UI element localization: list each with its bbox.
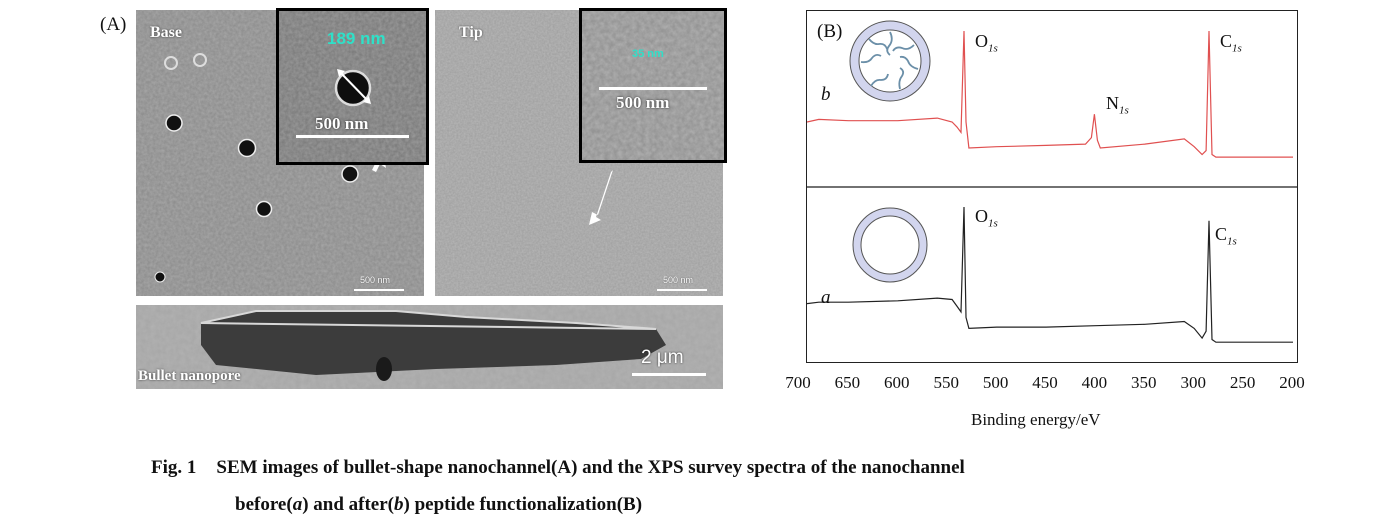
- x-tick-label: 700: [785, 373, 811, 392]
- caption-line-2: before(a) and after(b) peptide functiona…: [235, 494, 643, 515]
- base-scale-text: 500 nm: [360, 275, 391, 285]
- xps-frame: (B) b a O1s N1s C1s O1s C1s: [806, 10, 1298, 363]
- functionalized-channel-icon: [849, 20, 931, 102]
- x-tick-label: 350: [1131, 373, 1157, 392]
- cross-section-texture: [136, 305, 723, 389]
- base-scale-bar: [354, 289, 404, 291]
- tip-scale-bar: [657, 289, 707, 291]
- base-inset-scale-text: 500 nm: [315, 114, 369, 133]
- curve-b-label: b: [821, 84, 831, 105]
- peak-b-c1s: C1s: [1220, 31, 1242, 55]
- x-tick-label: 650: [834, 373, 861, 392]
- xps-plot: [806, 20, 1297, 343]
- base-inset-size: 189 nm: [327, 29, 386, 48]
- xps-curve-b: [806, 30, 1293, 158]
- tip-inset: 35 nm 500 nm: [579, 8, 727, 163]
- cross-section-scale-text: 2 μm: [641, 347, 684, 368]
- tip-inset-texture: [582, 11, 724, 160]
- caption-line-1: Fig. 1 SEM images of bullet-shape nanocha…: [151, 457, 965, 479]
- cross-section-label: Bullet nanopore: [138, 368, 241, 384]
- tip-inset-scale-bar: [599, 87, 707, 90]
- caption-text-1: SEM images of bullet-shape nanochannel(A…: [216, 457, 965, 478]
- x-tick-label: 300: [1180, 373, 1206, 392]
- base-inset: 189 nm 500 nm: [276, 8, 429, 165]
- caption-fig-number: Fig. 1: [151, 457, 197, 478]
- x-tick-label: 550: [933, 373, 959, 392]
- base-inset-scale-bar: [296, 135, 409, 138]
- xps-curve-a: [806, 206, 1293, 343]
- peak-b-n1s: N1s: [1106, 93, 1129, 117]
- tip-inset-scale-text: 500 nm: [616, 93, 670, 112]
- base-label: Base: [150, 24, 182, 41]
- cross-section-scale-bar: [632, 373, 706, 376]
- curve-a-label: a: [821, 287, 831, 308]
- tip-label: Tip: [459, 24, 483, 41]
- x-tick-label: 450: [1032, 373, 1058, 392]
- x-tick-label: 500: [982, 373, 1009, 392]
- panel-a-label: (A): [100, 14, 127, 35]
- peak-a-o1s: O1s: [975, 206, 998, 230]
- panel-b-label: (B): [817, 21, 843, 42]
- peak-a-c1s: C1s: [1215, 224, 1237, 248]
- x-tick-label: 600: [884, 373, 910, 392]
- sem-cross-section: Bullet nanopore 2 μm: [136, 305, 723, 389]
- x-tick-label: 250: [1229, 373, 1256, 392]
- bare-channel-icon: [852, 207, 928, 283]
- x-tick-label: 400: [1081, 373, 1108, 392]
- peak-b-o1s: O1s: [975, 31, 998, 55]
- x-tick-label: 200: [1279, 373, 1305, 392]
- tip-pointer-arrow-icon: [589, 170, 613, 225]
- tip-inset-size: 35 nm: [632, 48, 664, 60]
- x-axis-title: Binding energy/eV: [971, 410, 1101, 429]
- tip-scale-text: 500 nm: [663, 275, 694, 285]
